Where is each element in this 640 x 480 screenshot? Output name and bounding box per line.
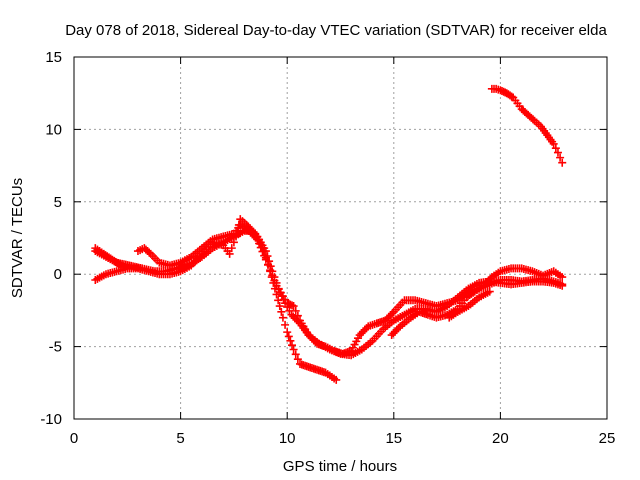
data-point	[270, 276, 279, 285]
data-point	[283, 328, 292, 337]
data-series-track-2	[91, 215, 341, 384]
x-axis-label: GPS time / hours	[283, 458, 397, 475]
data-point	[289, 345, 298, 354]
data-point	[227, 244, 236, 253]
data-point	[394, 324, 403, 333]
data-point	[225, 249, 234, 258]
data-point	[293, 311, 302, 320]
y-tick-label: 10	[45, 121, 62, 138]
data-point	[507, 92, 516, 101]
data-point	[255, 239, 264, 248]
data-point	[272, 290, 281, 299]
x-tick-label: 15	[385, 430, 402, 447]
data-point	[274, 296, 283, 305]
data-point	[553, 148, 562, 157]
grid-lines	[74, 57, 607, 419]
chart-title: Day 078 of 2018, Sidereal Day-to-day VTE…	[65, 22, 607, 39]
data-series-track-3	[133, 220, 567, 358]
data-point	[277, 307, 286, 316]
y-tick-label: 0	[54, 266, 62, 283]
data-point	[284, 332, 293, 341]
data-point	[261, 255, 270, 264]
data-point	[291, 350, 300, 359]
data-point	[256, 243, 265, 252]
data-point	[551, 144, 560, 153]
data-point	[281, 320, 290, 329]
data-series-track-1	[91, 226, 567, 360]
data-point	[558, 273, 567, 282]
data-point	[266, 266, 275, 275]
data-point	[258, 247, 267, 256]
plot-frame	[73, 56, 608, 420]
data-point	[485, 287, 494, 296]
data-point	[264, 260, 273, 269]
data-point	[125, 264, 134, 273]
data-point	[388, 309, 397, 318]
data-point	[287, 341, 296, 350]
data-series-track-4	[387, 264, 567, 340]
data-point	[556, 153, 565, 162]
x-tick-label: 10	[279, 430, 296, 447]
data-series-track-7	[487, 84, 567, 167]
x-tick-label: 25	[599, 430, 616, 447]
data-point	[293, 355, 302, 364]
data-series-track-6	[445, 287, 494, 322]
data-point	[275, 302, 284, 311]
y-tick-label: 5	[54, 194, 62, 211]
data-point	[260, 251, 269, 260]
x-tick-label: 20	[492, 430, 509, 447]
data-point	[278, 313, 287, 322]
axis-ticks: 0 5 10 15 20 25 -10 -5 0 5 10 15	[40, 49, 615, 447]
y-axis-label: SDTVAR / TECUs	[9, 178, 26, 298]
x-tick-label: 5	[176, 430, 184, 447]
data-point	[289, 302, 298, 311]
data-point	[332, 375, 341, 384]
data-point	[253, 235, 262, 244]
data-point	[558, 158, 567, 167]
data-point	[549, 139, 558, 148]
y-tick-label: -5	[49, 339, 62, 356]
data-point	[145, 248, 154, 257]
data-point	[268, 271, 277, 280]
data-point	[291, 306, 300, 315]
data-point	[229, 238, 238, 247]
data-point	[558, 280, 567, 289]
x-tick-label: 0	[70, 430, 78, 447]
data-series-track-5	[91, 244, 134, 273]
y-tick-label: -10	[40, 411, 62, 428]
data-point	[251, 233, 260, 242]
y-tick-label: 15	[45, 49, 62, 66]
data-point	[286, 336, 295, 345]
data-points	[91, 84, 567, 384]
